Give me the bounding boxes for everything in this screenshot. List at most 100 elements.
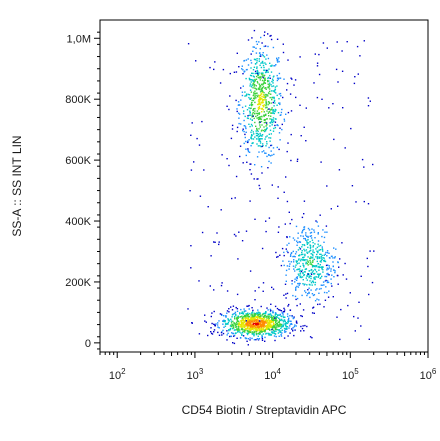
data-point	[337, 274, 339, 277]
data-point	[230, 325, 232, 328]
data-point	[285, 326, 288, 328]
data-point	[258, 135, 261, 137]
data-point	[247, 332, 249, 335]
data-point	[267, 320, 269, 322]
data-point	[217, 322, 219, 324]
data-point	[190, 169, 193, 171]
data-point	[289, 222, 291, 225]
data-point	[244, 320, 246, 322]
data-point	[339, 338, 341, 341]
data-point	[273, 319, 276, 321]
data-point	[268, 146, 270, 149]
data-point	[264, 330, 266, 332]
data-point	[246, 109, 249, 111]
data-point	[247, 149, 249, 151]
data-point	[309, 257, 311, 259]
data-point	[264, 340, 266, 342]
data-point	[275, 326, 277, 329]
data-point	[246, 305, 248, 307]
data-point	[309, 336, 312, 338]
data-point	[263, 121, 266, 124]
data-point	[308, 291, 310, 294]
data-point	[269, 321, 271, 323]
data-point	[275, 318, 277, 320]
data-point	[252, 97, 255, 99]
data-point	[196, 137, 198, 140]
data-point	[261, 317, 264, 320]
data-point	[319, 249, 322, 251]
data-point	[256, 129, 258, 131]
data-point	[239, 337, 242, 339]
data-point	[315, 220, 317, 222]
data-point	[271, 80, 273, 83]
data-point	[279, 323, 281, 325]
data-point	[281, 108, 283, 111]
data-point	[262, 313, 265, 315]
data-point	[366, 257, 368, 260]
data-point	[316, 62, 319, 64]
data-point	[289, 320, 291, 322]
data-point	[258, 98, 260, 101]
data-point	[263, 94, 265, 96]
data-point	[268, 313, 271, 315]
data-point	[243, 314, 246, 317]
data-point	[244, 115, 246, 118]
x-axis-title: CD54 Biotin / Streptavidin APC	[182, 403, 347, 417]
data-point	[261, 95, 263, 98]
data-point	[325, 251, 327, 254]
data-point	[250, 321, 252, 324]
data-point	[274, 312, 277, 314]
data-point	[270, 144, 272, 147]
data-point	[295, 321, 298, 324]
data-point	[311, 271, 314, 273]
data-point	[323, 254, 325, 256]
data-point	[337, 261, 339, 263]
data-point	[256, 326, 258, 328]
data-point	[368, 338, 370, 340]
data-point	[249, 339, 251, 341]
data-point	[270, 121, 272, 123]
data-point	[260, 120, 263, 123]
data-point	[237, 104, 240, 106]
data-point	[288, 303, 290, 306]
data-point	[253, 85, 255, 87]
data-point	[312, 241, 314, 244]
data-point	[247, 344, 249, 346]
data-point	[317, 240, 320, 242]
data-point	[301, 244, 304, 246]
data-point	[242, 313, 245, 315]
data-point	[263, 104, 265, 106]
data-point	[292, 265, 295, 267]
data-point	[260, 166, 263, 168]
data-point	[256, 134, 259, 137]
data-point	[251, 328, 254, 330]
data-point	[367, 97, 370, 99]
data-point	[264, 331, 266, 333]
data-point	[302, 253, 304, 256]
data-point	[269, 62, 271, 64]
data-point	[261, 75, 263, 77]
data-point	[250, 103, 252, 106]
data-point	[257, 324, 259, 327]
data-point	[262, 105, 265, 107]
data-point	[252, 327, 254, 329]
data-point	[308, 251, 310, 253]
data-point	[250, 62, 253, 64]
data-point	[243, 60, 245, 62]
data-point	[204, 320, 206, 322]
data-point	[253, 83, 255, 85]
data-point	[245, 315, 247, 318]
data-point	[292, 237, 295, 239]
data-point	[251, 116, 253, 118]
data-point	[258, 116, 260, 119]
data-point	[265, 318, 267, 320]
data-point	[236, 110, 238, 113]
data-point	[272, 96, 275, 99]
data-point	[246, 321, 248, 324]
data-point	[245, 313, 247, 315]
data-point	[232, 327, 235, 329]
data-point	[349, 292, 351, 294]
data-point	[271, 319, 274, 321]
data-point	[299, 272, 302, 274]
data-point	[229, 335, 231, 338]
